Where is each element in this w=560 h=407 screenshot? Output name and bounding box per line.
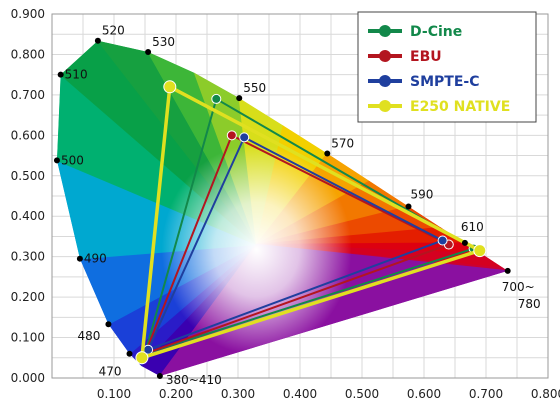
wavelength-label: 700~ <box>502 280 535 294</box>
legend-label: E250 NATIVE <box>410 99 510 115</box>
y-tick-label: 0.600 <box>11 128 45 142</box>
y-tick-label: 0.900 <box>11 7 45 21</box>
wavelength-label: 530 <box>152 35 175 49</box>
wavelength-label: 780 <box>518 297 541 311</box>
y-tick-label: 0.500 <box>11 169 45 183</box>
wavelength-label: 470 <box>99 365 122 379</box>
y-tick-label: 0.200 <box>11 290 45 304</box>
wavelength-dot <box>461 239 468 246</box>
legend-label: D-Cine <box>410 24 462 40</box>
axes: 0.000 0.100 0.200 0.300 0.400 0.500 0.600 0.700… <box>11 7 560 401</box>
wavelength-label: 480 <box>78 329 101 343</box>
x-tick-label: 0.300 <box>221 387 255 401</box>
wavelength-dot <box>405 203 412 210</box>
primary-point <box>211 93 222 104</box>
wavelength-dot <box>53 157 60 164</box>
y-tick-label: 0.300 <box>11 250 45 264</box>
wavelength-label: 550 <box>243 81 266 95</box>
wavelength-label: 380~410 <box>166 373 222 387</box>
wavelength-dot <box>145 49 152 56</box>
gamut-triangle <box>147 136 444 351</box>
wavelength-dot <box>504 267 511 274</box>
wavelength-dot <box>236 95 243 102</box>
legend-swatch-dot <box>379 75 391 87</box>
legend-swatch-dot <box>379 100 391 112</box>
x-tick-label: 0.200 <box>159 387 193 401</box>
primary-point <box>437 235 448 246</box>
primary-point <box>226 130 237 141</box>
wavelength-dot <box>126 350 133 357</box>
y-tick-label: 0.400 <box>11 209 45 223</box>
wavelength-label: 610 <box>461 220 484 234</box>
wavelength-label: 590 <box>411 188 434 202</box>
legend-swatch-dot <box>379 50 391 62</box>
x-tick-label: 0.500 <box>345 387 379 401</box>
gamut-triangle <box>140 85 482 360</box>
wavelength-dot <box>105 321 112 328</box>
legend-label: EBU <box>410 49 442 65</box>
wavelength-label: 570 <box>331 137 354 151</box>
gamut-triangles <box>135 80 487 365</box>
primary-point <box>135 351 149 365</box>
wavelength-label: 520 <box>102 24 125 38</box>
x-tick-label: 0.700 <box>469 387 503 401</box>
legend: D-Cine EBU SMPTE-C E250 NATIVE <box>357 11 537 123</box>
legend-swatch-dot <box>379 25 391 37</box>
wavelength-dot <box>57 71 64 78</box>
wavelength-dot <box>156 372 163 379</box>
wavelength-dot <box>94 37 101 44</box>
primary-point <box>473 244 487 258</box>
wavelength-dot <box>76 255 83 262</box>
wavelength-label: 490 <box>84 252 107 266</box>
plot-frame <box>51 13 549 379</box>
y-tick-label: 0.100 <box>11 331 45 345</box>
legend-label: SMPTE-C <box>410 74 479 90</box>
wavelength-label: 500 <box>61 153 84 167</box>
x-tick-label: 0.400 <box>283 387 317 401</box>
wavelength-dot <box>324 150 331 157</box>
x-tick-label: 0.600 <box>407 387 441 401</box>
gamut-triangle <box>144 134 450 355</box>
wavelength-label: 510 <box>65 68 88 82</box>
x-tick-label: 0.800 <box>531 387 560 401</box>
gamut-triangle <box>144 97 475 355</box>
x-tick-label: 0.100 <box>97 387 131 401</box>
primary-point <box>239 132 250 143</box>
y-tick-label: 0.800 <box>11 47 45 61</box>
wavelength-labels: 520 530 510 550 500 570 590 610 490 700~ 780 480 470… <box>53 24 541 387</box>
y-tick-label: 0.000 <box>11 371 45 385</box>
y-tick-label: 0.700 <box>11 88 45 102</box>
primary-point <box>163 80 177 94</box>
